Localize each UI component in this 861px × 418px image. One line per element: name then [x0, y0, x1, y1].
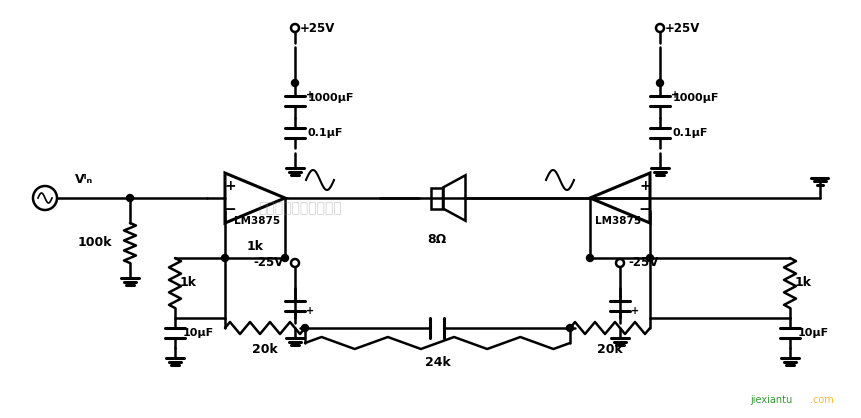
- Text: +: +: [306, 89, 313, 99]
- Circle shape: [585, 255, 593, 262]
- Text: 24k: 24k: [424, 356, 449, 369]
- Text: −: −: [223, 202, 236, 217]
- Text: 10μF: 10μF: [183, 328, 214, 338]
- Text: 1k: 1k: [246, 240, 263, 253]
- Text: 杭州稿窃科技有限公司: 杭州稿窃科技有限公司: [257, 201, 342, 215]
- Text: 20k: 20k: [251, 343, 277, 356]
- Circle shape: [127, 194, 133, 201]
- Text: +: +: [639, 179, 650, 193]
- Text: 8Ω: 8Ω: [427, 233, 446, 246]
- Circle shape: [646, 255, 653, 262]
- Text: +: +: [224, 179, 236, 193]
- Text: 0.1μF: 0.1μF: [672, 128, 708, 138]
- Text: −: −: [638, 202, 651, 217]
- Text: 1000μF: 1000μF: [672, 93, 719, 103]
- Text: 0.1μF: 0.1μF: [307, 128, 343, 138]
- Text: LM3875: LM3875: [594, 216, 641, 226]
- Text: +: +: [670, 89, 678, 99]
- Text: 100k: 100k: [77, 237, 112, 250]
- Text: .com: .com: [809, 395, 833, 405]
- Text: +: +: [630, 306, 638, 316]
- Text: 20k: 20k: [597, 343, 623, 356]
- Text: +: +: [306, 306, 313, 316]
- Text: +25V: +25V: [300, 21, 335, 35]
- Text: 10μF: 10μF: [797, 328, 828, 338]
- Text: jiexiantu: jiexiantu: [749, 395, 791, 405]
- Text: 1k: 1k: [180, 276, 197, 290]
- Text: Vᴵₙ: Vᴵₙ: [75, 173, 93, 186]
- Text: 1k: 1k: [794, 276, 811, 290]
- Text: -25V: -25V: [253, 257, 283, 270]
- Circle shape: [282, 255, 288, 262]
- Text: LM3875: LM3875: [233, 216, 280, 226]
- Text: -25V: -25V: [628, 257, 658, 270]
- Circle shape: [291, 79, 298, 87]
- Circle shape: [656, 79, 663, 87]
- Text: +25V: +25V: [664, 21, 699, 35]
- Text: 1000μF: 1000μF: [307, 93, 354, 103]
- Circle shape: [566, 324, 573, 331]
- Circle shape: [221, 255, 228, 262]
- Circle shape: [301, 324, 308, 331]
